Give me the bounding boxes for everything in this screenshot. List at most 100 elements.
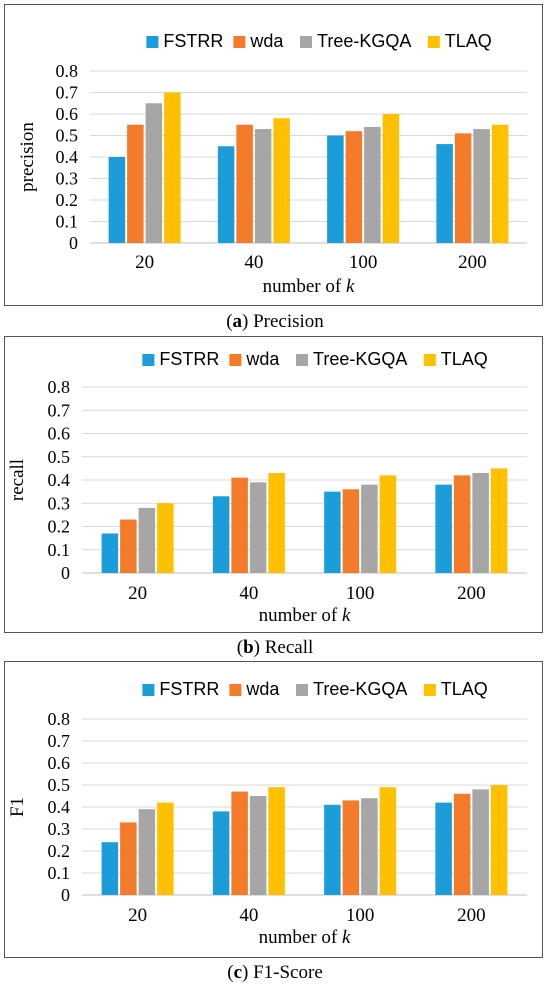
x-axis-label-prefix: number of: [259, 927, 342, 948]
x-tick-label: 40: [244, 252, 263, 273]
legend-swatch-wda: [229, 354, 242, 366]
legend-label: TLAQ: [441, 349, 488, 369]
bar-wda: [236, 124, 253, 243]
legend-label: Tree-KGQA: [313, 679, 407, 699]
y-tick-label: 0.5: [56, 126, 79, 146]
caption-letter: b: [243, 637, 254, 658]
y-axis-label: F1: [7, 797, 28, 817]
bar-wda: [345, 131, 363, 243]
legend-swatch-wda: [233, 36, 246, 48]
legend-label: FSTRR: [159, 679, 219, 699]
y-tick-label: 0.6: [48, 753, 71, 773]
y-tick-label: 0.1: [48, 863, 71, 883]
x-axis-label-variable: k: [346, 276, 355, 297]
y-tick-label: 0.4: [48, 470, 71, 490]
caption-text: Precision: [248, 311, 324, 332]
precision-chart: 00.10.20.30.40.50.60.70.8 20 40 100 200 numbe…: [17, 31, 527, 297]
bar-tlaq: [382, 114, 400, 243]
legend-swatch-tlaq: [423, 354, 436, 366]
caption-close: ): [253, 637, 260, 658]
x-axis-label: number of k: [263, 276, 355, 297]
y-tick-label: 0.8: [48, 377, 71, 397]
y-tick-label: 0.5: [48, 447, 71, 467]
bar-fstrr: [217, 146, 235, 243]
precision-caption: (a) Precision: [0, 311, 550, 333]
bar-fstrr: [324, 804, 341, 895]
recall-chart: 0 0.1 0.2 0.3 0.4 0.5 0.6 0.7 0.8 20 40 100 200 numbe…: [7, 349, 527, 626]
bar-wda: [127, 124, 144, 243]
y-tick-label: 0.2: [48, 517, 71, 537]
bar-tlaq: [268, 473, 285, 573]
legend-label: Tree-KGQA: [313, 349, 407, 369]
bar-tlaq: [379, 787, 397, 895]
bar-tree-kgqa: [472, 789, 489, 895]
bar-fstrr: [436, 144, 453, 243]
y-tick-label: 0.3: [48, 819, 71, 839]
bar-fstrr: [435, 484, 452, 573]
bar-tlaq: [490, 785, 508, 895]
legend-label: FSTRR: [163, 31, 223, 51]
legend-swatch-fstrr: [142, 684, 155, 696]
y-tick-label: 0.5: [48, 775, 71, 795]
legend-swatch-tlaq: [423, 684, 436, 696]
legend-swatch-tree-kgqa: [296, 684, 308, 696]
legend-swatch-tlaq: [427, 36, 440, 48]
y-tick-label: 0.4: [56, 147, 79, 167]
legend-swatch-tree-kgqa: [296, 354, 308, 366]
y-tick-label: 0: [61, 563, 70, 583]
x-axis-label-prefix: number of: [259, 605, 342, 626]
bar-tlaq: [157, 802, 174, 895]
bar-tree-kgqa: [472, 473, 489, 573]
x-axis-label-variable: k: [342, 605, 351, 626]
bar-wda: [231, 791, 248, 895]
y-tick-label: 0.7: [48, 400, 71, 420]
bar-tlaq: [490, 468, 508, 573]
y-tick-label: 0: [69, 233, 78, 253]
bar-tree-kgqa: [249, 482, 267, 573]
bar-wda: [120, 519, 137, 573]
y-tick-label: 0.1: [48, 540, 71, 560]
legend-label: FSTRR: [159, 349, 219, 369]
legend-label: wda: [249, 31, 284, 51]
x-axis-label-variable: k: [342, 927, 351, 948]
y-tick-label: 0.6: [56, 104, 79, 124]
y-tick-label: 0.8: [56, 61, 79, 81]
bar-tree-kgqa: [138, 809, 156, 895]
y-tick-label: 0: [61, 885, 70, 905]
caption-letter: c: [233, 962, 243, 983]
bar-fstrr: [101, 533, 119, 573]
bar-wda: [454, 133, 472, 243]
bar-wda: [231, 477, 248, 573]
bar-fstrr: [324, 491, 341, 573]
f1-caption: (c) F1-Score: [0, 962, 550, 984]
legend-label: Tree-KGQA: [317, 31, 411, 51]
y-tick-label: 0.2: [48, 841, 71, 861]
x-axis-label: number of k: [259, 927, 351, 948]
bar-tlaq: [268, 787, 285, 895]
legend-swatch-tree-kgqa: [300, 36, 312, 48]
y-tick-label: 0.2: [56, 190, 79, 210]
bar-fstrr: [327, 135, 344, 243]
bar-fstrr: [435, 802, 452, 895]
bar-tree-kgqa: [361, 798, 378, 895]
bar-tree-kgqa: [364, 126, 381, 243]
x-tick-label: 100: [349, 252, 378, 273]
y-axis-label: recall: [7, 459, 28, 501]
f1-chart-panel: 0 0.1 0.2 0.3 0.4 0.5 0.6 0.7 0.8 20 40 100 200 numbe…: [4, 661, 543, 958]
bar-tlaq: [379, 475, 397, 573]
x-tick-label: 40: [239, 583, 258, 604]
y-tick-label: 0.3: [56, 169, 79, 189]
caption-close: ): [242, 962, 249, 983]
bar-tree-kgqa: [145, 103, 163, 243]
x-tick-label: 20: [128, 583, 147, 604]
x-tick-label: 200: [458, 252, 487, 273]
caption-text: Recall: [259, 637, 314, 658]
y-tick-label: 0.7: [48, 731, 71, 751]
legend-label: TLAQ: [441, 679, 488, 699]
y-tick-label: 0.7: [56, 83, 79, 103]
caption-close: ): [242, 311, 249, 332]
y-tick-label: 0.3: [48, 493, 71, 513]
bar-wda: [342, 800, 360, 895]
bar-wda: [453, 793, 471, 895]
x-tick-label: 100: [346, 905, 375, 926]
